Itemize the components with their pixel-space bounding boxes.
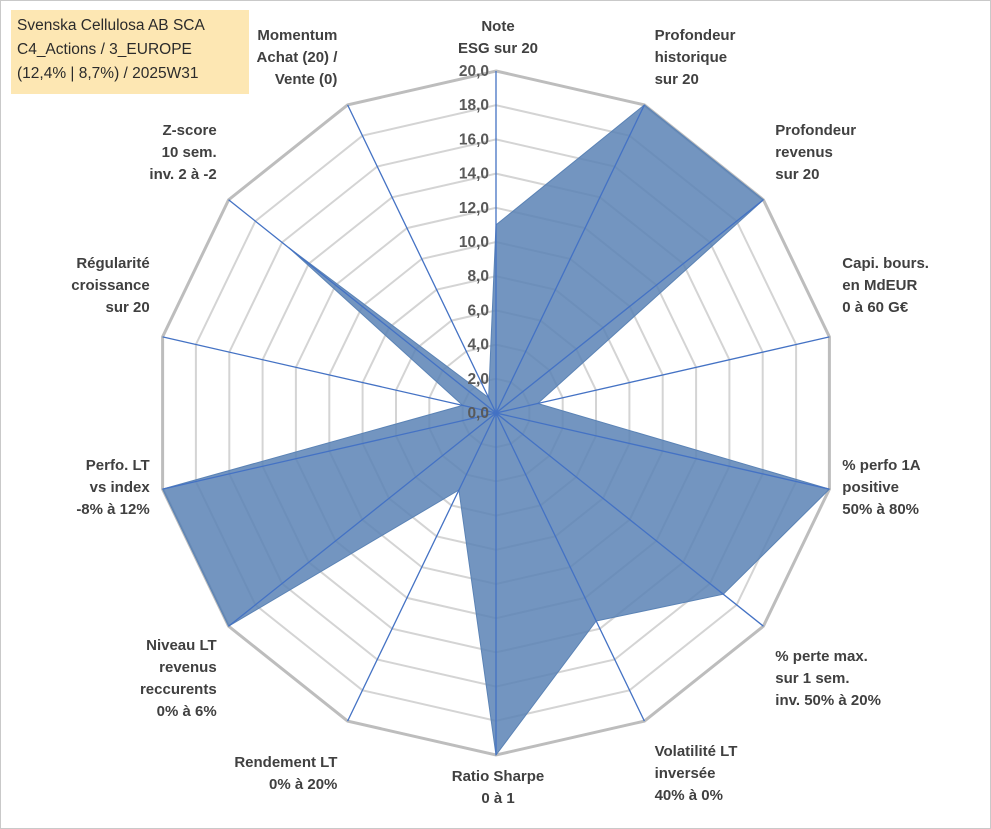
axis-label: Momentum Achat (20) / Vente (0) bbox=[257, 27, 339, 88]
axis-spoke bbox=[495, 412, 830, 490]
axis-label: Volatilité LT inversée 40% à 0% bbox=[655, 743, 738, 804]
tick-layer: 0,0 2,0 4,0 6,0 8,0 10,0 12,0 14,0 16,0 18,0 20,0 bbox=[459, 63, 489, 422]
tick-label: 2,0 bbox=[467, 371, 489, 388]
axis-label: Capi. bours. en MdEUR 0 à 60 G€ bbox=[842, 255, 929, 316]
axis-label: Note ESG sur 20 bbox=[458, 18, 538, 57]
tick-label: 4,0 bbox=[467, 337, 489, 354]
axis-spoke bbox=[347, 412, 497, 722]
axis-label: Régularité croissance sur 20 bbox=[71, 255, 149, 316]
tick-label: 0,0 bbox=[467, 405, 489, 422]
tick-label: 12,0 bbox=[459, 200, 489, 217]
axis-spoke bbox=[495, 412, 764, 627]
tick-label: 10,0 bbox=[459, 234, 489, 251]
axis-label: % perte max. sur 1 sem. inv. 50% à 20% bbox=[775, 648, 881, 709]
axis-label: % perfo 1A positive 50% à 80% bbox=[842, 457, 921, 518]
axis-label: Profondeur historique sur 20 bbox=[655, 27, 736, 88]
axis-spoke bbox=[228, 412, 497, 627]
tick-label: 14,0 bbox=[459, 166, 489, 183]
tick-label: 8,0 bbox=[467, 268, 489, 285]
info-box: Svenska Cellulosa AB SCA C4_Actions / 3_… bbox=[11, 10, 249, 94]
spoke-layer bbox=[162, 71, 830, 755]
axis-label: Ratio Sharpe 0 à 1 bbox=[452, 768, 545, 807]
axis-spoke bbox=[162, 336, 497, 414]
axis-label: Profondeur revenus sur 20 bbox=[775, 122, 856, 183]
axis-label: Rendement LT 0% à 20% bbox=[234, 754, 337, 793]
axis-spoke bbox=[228, 199, 497, 414]
category-path: C4_Actions / 3_EUROPE bbox=[17, 41, 192, 58]
axis-spoke bbox=[495, 336, 830, 414]
tick-label: 6,0 bbox=[467, 302, 489, 319]
axis-spoke bbox=[495, 412, 645, 722]
axis-label-layer: Note ESG sur 20 Profondeur historique sur 20… bbox=[71, 18, 929, 807]
tick-label: 18,0 bbox=[459, 97, 489, 114]
axis-label: Z-score 10 sem. inv. 2 à -2 bbox=[149, 122, 216, 183]
axis-label: Perfo. LT vs index -8% à 12% bbox=[76, 457, 150, 518]
axis-spoke bbox=[495, 199, 764, 414]
tick-label: 20,0 bbox=[459, 63, 489, 80]
stats-and-week: (12,4% | 8,7%) / 2025W31 bbox=[17, 65, 199, 82]
axis-spoke bbox=[162, 412, 497, 490]
axis-spoke bbox=[347, 104, 497, 414]
axis-label: Niveau LT revenus reccurents 0% à 6% bbox=[140, 637, 217, 720]
company-name: Svenska Cellulosa AB SCA bbox=[17, 17, 205, 34]
tick-label: 16,0 bbox=[459, 131, 489, 148]
axis-spoke bbox=[495, 104, 645, 414]
